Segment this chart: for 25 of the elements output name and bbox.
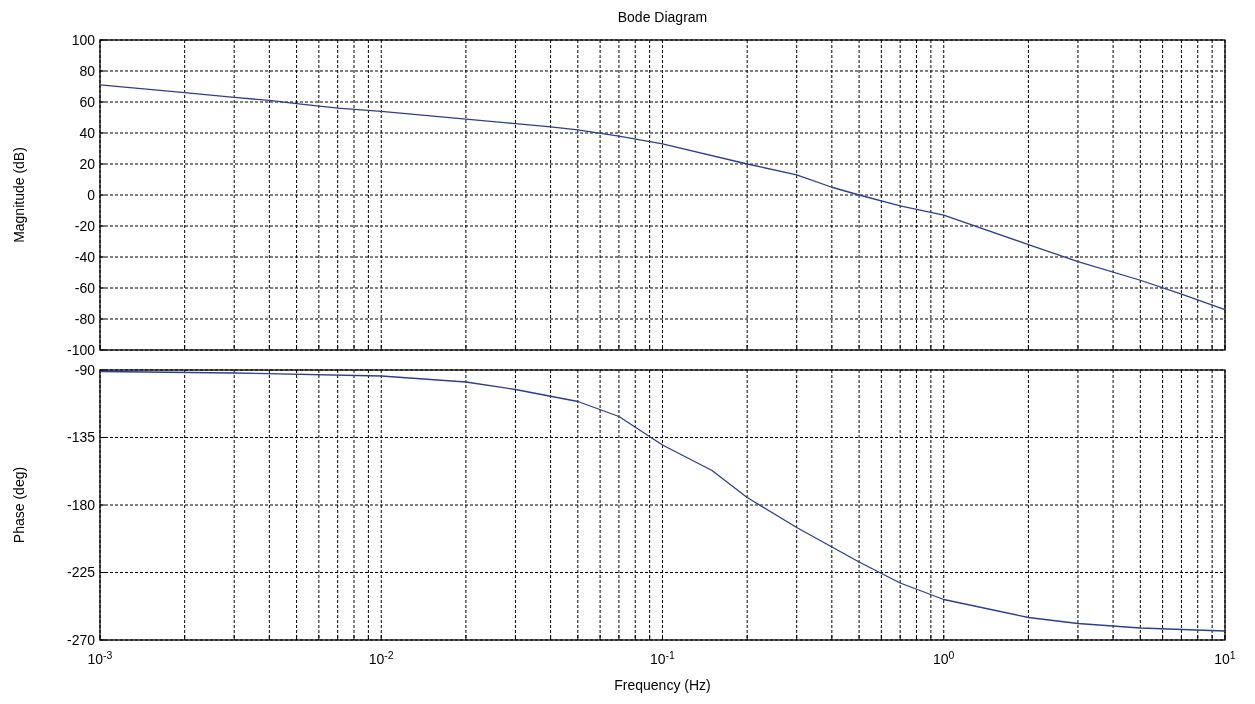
y-tick-label: -100 bbox=[66, 341, 96, 358]
y-tick-label: -90 bbox=[74, 361, 96, 378]
y-tick-label: 0 bbox=[87, 186, 96, 203]
y-tick-label: 60 bbox=[79, 93, 96, 110]
y-tick-label: 20 bbox=[79, 155, 96, 172]
y-tick-label: -20 bbox=[74, 217, 96, 234]
chart-title: Bode Diagram bbox=[617, 9, 708, 25]
y-axis-title: Phase (deg) bbox=[11, 466, 27, 544]
y-tick-label: -40 bbox=[74, 248, 96, 265]
y-tick-label: 80 bbox=[79, 62, 96, 79]
x-tick-label: 10$^{0}$ bbox=[933, 649, 955, 667]
x-tick-label: 10$^{-3}$ bbox=[87, 649, 113, 667]
y-tick-label: -135 bbox=[66, 429, 96, 446]
x-tick-label: 10$^{-1}$ bbox=[650, 649, 676, 667]
x-tick-label: 10$^{-2}$ bbox=[368, 649, 394, 667]
y-tick-label: -270 bbox=[66, 631, 96, 648]
y-tick-label: 100 bbox=[71, 31, 96, 48]
y-axis-title: Magnitude (dB) bbox=[11, 147, 27, 243]
x-tick-label: 10$^{1}$ bbox=[1214, 649, 1236, 667]
y-tick-label: -180 bbox=[66, 496, 96, 513]
x-axis-title: Frequency (Hz) bbox=[614, 677, 711, 693]
y-tick-label: 40 bbox=[79, 124, 96, 141]
y-tick-label: -60 bbox=[74, 279, 96, 296]
y-tick-label: -80 bbox=[74, 310, 96, 327]
y-tick-label: -225 bbox=[66, 564, 96, 581]
